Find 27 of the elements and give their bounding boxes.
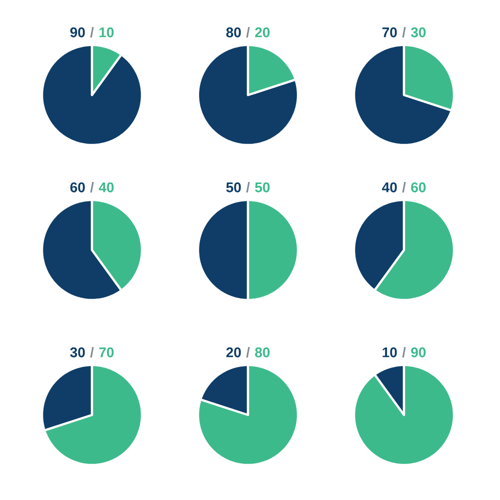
data-label: 40	[98, 182, 114, 192]
data-label: 80	[255, 347, 270, 358]
text: /	[90, 347, 94, 358]
data-label: 50	[226, 182, 241, 192]
data-label: 60	[70, 182, 85, 192]
text: /	[402, 182, 406, 192]
data-label: 60	[411, 182, 426, 192]
data-label: 90	[411, 347, 426, 358]
data-label: 40	[382, 182, 397, 192]
data-label: 70	[99, 347, 114, 358]
data-label: 30	[70, 347, 85, 358]
text: /	[246, 27, 250, 38]
data-label: 10	[382, 347, 397, 358]
data-label: 20	[226, 347, 241, 358]
text: /	[402, 347, 406, 358]
data-label: 80	[226, 27, 241, 38]
text: /	[246, 182, 250, 192]
data-label: 90	[70, 27, 85, 38]
text: /	[90, 27, 94, 38]
text: /	[246, 347, 250, 358]
data-label: 10	[99, 27, 114, 38]
data-label: 50	[255, 182, 270, 192]
data-label: 20	[255, 27, 270, 38]
text: /	[90, 182, 94, 192]
text: /	[402, 27, 406, 38]
data-label: 30	[410, 27, 426, 38]
data-label: 70	[382, 27, 397, 38]
